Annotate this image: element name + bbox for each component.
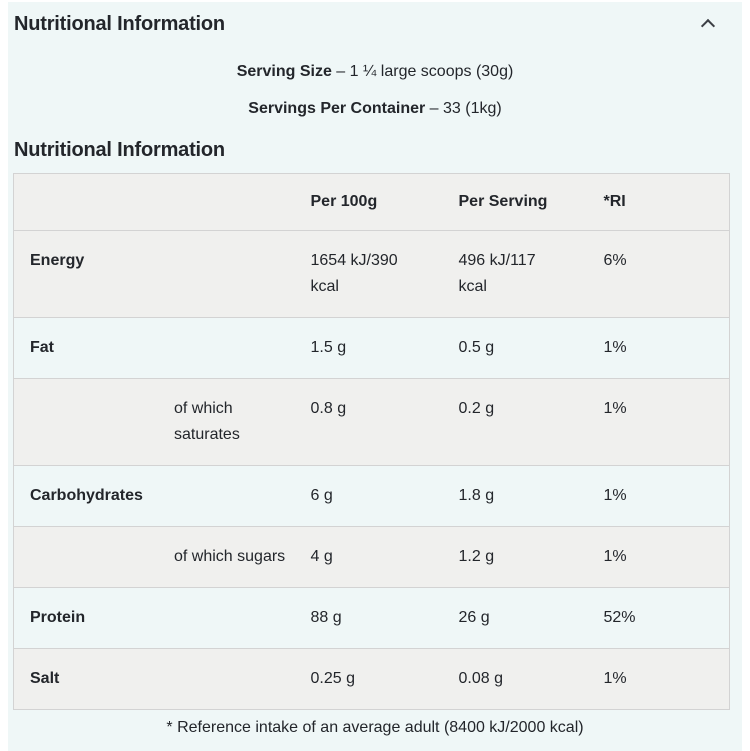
per-serving-value: 496 kJ/117 kcal bbox=[458, 252, 536, 295]
per-100g-value: 88 g bbox=[310, 609, 342, 626]
servings-per-container-label: Servings Per Container bbox=[248, 100, 426, 117]
nutrient-label: Protein bbox=[30, 609, 86, 626]
per-serving-value: 1.2 g bbox=[458, 548, 495, 565]
nutrient-label: Salt bbox=[30, 670, 60, 687]
serving-size-line: Serving Size – 1 ¼ large scoops (30g) bbox=[8, 63, 742, 81]
ri-value: 1% bbox=[603, 548, 627, 565]
column-header-per-100g: Per 100g bbox=[310, 193, 378, 210]
nutrition-table: Per 100g Per Serving *RI Energy 1654 kJ/… bbox=[13, 173, 730, 710]
column-header-per-serving: Per Serving bbox=[458, 193, 548, 210]
per-serving-value: 26 g bbox=[458, 609, 490, 626]
table-row-protein: Protein 88 g 26 g 52% bbox=[13, 587, 730, 649]
per-100g-value: 1654 kJ/390 kcal bbox=[310, 252, 398, 295]
serving-size-label: Serving Size bbox=[236, 63, 332, 80]
table-row-salt: Salt 0.25 g 0.08 g 1% bbox=[13, 648, 730, 710]
table-row-of-which-saturates: of which saturates 0.8 g 0.2 g 1% bbox=[13, 378, 730, 466]
ri-value: 1% bbox=[603, 487, 627, 504]
serving-info: Serving Size – 1 ¼ large scoops (30g) Se… bbox=[8, 63, 742, 118]
accordion-header-nutritional-information[interactable]: Nutritional Information bbox=[8, 2, 742, 36]
per-100g-value: 0.8 g bbox=[310, 400, 347, 417]
per-100g-value: 6 g bbox=[310, 487, 333, 504]
ri-value: 1% bbox=[603, 400, 627, 417]
nutritional-information-panel: Nutritional Information Serving Size – 1… bbox=[8, 2, 742, 751]
table-row-fat: Fat 1.5 g 0.5 g 1% bbox=[13, 317, 730, 379]
per-100g-value: 1.5 g bbox=[310, 339, 347, 356]
chevron-up-icon[interactable] bbox=[703, 19, 714, 30]
per-serving-value: 1.8 g bbox=[458, 487, 495, 504]
nutrient-label: Fat bbox=[30, 339, 54, 356]
servings-per-container-value: – 33 (1kg) bbox=[425, 100, 502, 117]
per-100g-value: 4 g bbox=[310, 548, 333, 565]
nutrient-label: Carbohydrates bbox=[30, 487, 143, 504]
serving-size-value: – 1 ¼ large scoops (30g) bbox=[331, 63, 514, 80]
column-header-blank bbox=[14, 174, 297, 231]
table-row-energy: Energy 1654 kJ/390 kcal 496 kJ/117 kcal … bbox=[13, 230, 730, 318]
table-row-of-which-sugars: of which sugars 4 g 1.2 g 1% bbox=[13, 526, 730, 588]
servings-per-container-line: Servings Per Container – 33 (1kg) bbox=[8, 100, 742, 118]
per-serving-value: 0.2 g bbox=[458, 400, 495, 417]
per-serving-value: 0.08 g bbox=[458, 670, 503, 687]
reference-intake-footnote: * Reference intake of an average adult (… bbox=[166, 719, 584, 736]
per-100g-value: 0.25 g bbox=[310, 670, 355, 687]
ri-value: 1% bbox=[603, 670, 627, 687]
accordion-title: Nutritional Information bbox=[14, 13, 225, 35]
per-serving-value: 0.5 g bbox=[458, 339, 495, 356]
ri-value: 6% bbox=[603, 252, 627, 269]
column-header-ri: *RI bbox=[603, 193, 626, 210]
nutrient-label: of which saturates bbox=[174, 400, 240, 443]
ri-value: 1% bbox=[603, 339, 627, 356]
nutrient-label: Energy bbox=[30, 252, 85, 269]
nutrient-label: of which sugars bbox=[174, 548, 286, 565]
table-row-carbohydrates: Carbohydrates 6 g 1.8 g 1% bbox=[13, 465, 730, 527]
table-heading: Nutritional Information bbox=[14, 139, 225, 161]
ri-value: 52% bbox=[603, 609, 636, 626]
table-header-row: Per 100g Per Serving *RI bbox=[13, 173, 730, 231]
